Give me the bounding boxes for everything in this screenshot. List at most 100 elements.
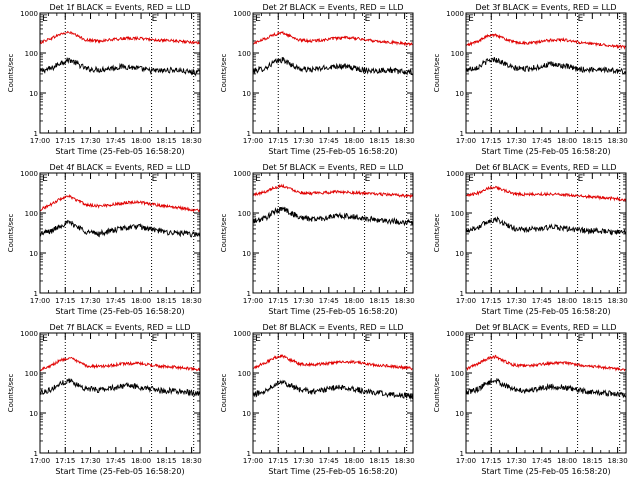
- panel-title: Det 9f BLACK = Events, RED = LLD: [475, 323, 616, 332]
- flag-marker-e: E: [42, 14, 48, 24]
- x-tick-label: 17:30: [506, 457, 526, 465]
- y-tick-label: 1: [34, 290, 38, 298]
- x-tick-label: 18:30: [607, 297, 627, 305]
- x-tick-label: 17:30: [293, 297, 313, 305]
- x-tick-label: 17:30: [293, 457, 313, 465]
- x-tick-label: 18:30: [394, 297, 414, 305]
- flag-marker-e: E: [578, 14, 584, 24]
- flag-marker-e: E: [152, 14, 158, 24]
- x-tick-label: 17:45: [319, 457, 339, 465]
- series-line-lld: [252, 354, 414, 371]
- flag-marker-e: E: [152, 334, 158, 344]
- x-tick-label: 18:15: [369, 457, 389, 465]
- y-tick-label: 1000: [446, 170, 464, 178]
- flag-marker-e: E: [255, 334, 261, 344]
- x-tick-label: 17:00: [243, 297, 263, 305]
- x-axis-label: Start Time (25-Feb-05 16:58:20): [55, 307, 184, 316]
- y-tick-label: 10: [242, 250, 251, 258]
- x-tick-label: 17:15: [481, 137, 501, 145]
- x-tick-label: 18:00: [344, 297, 364, 305]
- y-axis-label: Counts/sec: [7, 374, 15, 413]
- plot-frame: [465, 172, 627, 294]
- y-tick-label: 100: [25, 370, 38, 378]
- panel-det-8: Det 8f BLACK = Events, RED = LLD Counts/s…: [220, 323, 415, 476]
- y-tick-label: 1000: [20, 170, 38, 178]
- y-tick-label: 10: [242, 410, 251, 418]
- x-tick-label: 17:15: [268, 457, 288, 465]
- y-tick-label: 100: [238, 50, 251, 58]
- series-line-events: [465, 215, 627, 236]
- series-line-lld: [39, 30, 201, 45]
- panel-det-5: Det 5f BLACK = Events, RED = LLD Counts/s…: [220, 163, 415, 316]
- series-line-lld: [465, 33, 627, 50]
- x-tick-label: 17:30: [506, 297, 526, 305]
- panel-title: Det 8f BLACK = Events, RED = LLD: [262, 323, 403, 332]
- y-tick-label: 1: [247, 130, 251, 138]
- x-axis-label: Start Time (25-Feb-05 16:58:20): [481, 467, 610, 476]
- x-tick-label: 17:30: [80, 137, 100, 145]
- y-tick-label: 1000: [233, 10, 251, 18]
- x-tick-label: 17:15: [55, 297, 75, 305]
- plot-frame: [39, 332, 201, 454]
- panel-title: Det 2f BLACK = Events, RED = LLD: [262, 3, 403, 12]
- panel-title: Det 1f BLACK = Events, RED = LLD: [49, 3, 190, 12]
- y-axis-label: Counts/sec: [7, 54, 15, 93]
- y-axis-label: Counts/sec: [220, 374, 228, 413]
- x-tick-label: 18:30: [394, 137, 414, 145]
- y-tick-label: 10: [29, 250, 38, 258]
- x-tick-label: 18:30: [181, 457, 201, 465]
- y-tick-label: 1: [34, 450, 38, 458]
- y-tick-label: 100: [451, 50, 464, 58]
- x-tick-label: 18:15: [156, 137, 176, 145]
- x-tick-label: 17:45: [319, 137, 339, 145]
- flag-marker-e: E: [578, 334, 584, 344]
- y-axis-label: Counts/sec: [220, 214, 228, 253]
- flag-marker-e: E: [42, 334, 48, 344]
- x-tick-label: 17:00: [30, 297, 50, 305]
- y-tick-label: 100: [25, 210, 38, 218]
- y-tick-label: 1000: [20, 10, 38, 18]
- x-tick-label: 18:00: [557, 137, 577, 145]
- x-tick-label: 17:45: [319, 297, 339, 305]
- series-line-lld: [39, 193, 201, 213]
- x-tick-label: 18:00: [344, 457, 364, 465]
- x-tick-label: 18:15: [156, 297, 176, 305]
- x-tick-label: 18:15: [156, 457, 176, 465]
- x-tick-label: 17:00: [243, 137, 263, 145]
- series-line-events: [252, 206, 414, 227]
- series-line-lld: [252, 30, 414, 47]
- x-axis-label: Start Time (25-Feb-05 16:58:20): [268, 467, 397, 476]
- y-tick-label: 1000: [446, 10, 464, 18]
- x-tick-label: 17:45: [532, 457, 552, 465]
- y-tick-label: 1: [247, 290, 251, 298]
- y-tick-label: 100: [451, 370, 464, 378]
- x-axis-label: Start Time (25-Feb-05 16:58:20): [481, 307, 610, 316]
- plot-frame: [252, 332, 414, 454]
- x-tick-label: 18:30: [607, 137, 627, 145]
- y-tick-label: 1000: [446, 330, 464, 338]
- y-tick-label: 10: [455, 250, 464, 258]
- x-tick-label: 17:30: [80, 297, 100, 305]
- series-line-events: [252, 379, 414, 401]
- x-tick-label: 18:30: [181, 137, 201, 145]
- plot-frame: [465, 332, 627, 454]
- x-tick-label: 17:00: [243, 457, 263, 465]
- x-tick-label: 17:45: [106, 297, 126, 305]
- x-axis-label: Start Time (25-Feb-05 16:58:20): [55, 147, 184, 156]
- y-tick-label: 1000: [20, 330, 38, 338]
- x-tick-label: 18:15: [369, 137, 389, 145]
- y-tick-label: 10: [29, 90, 38, 98]
- x-tick-label: 17:30: [293, 137, 313, 145]
- panel-title: Det 4f BLACK = Events, RED = LLD: [49, 163, 190, 172]
- x-axis-label: Start Time (25-Feb-05 16:58:20): [55, 467, 184, 476]
- x-tick-label: 18:00: [131, 297, 151, 305]
- y-tick-label: 1: [460, 450, 464, 458]
- x-tick-label: 17:45: [532, 297, 552, 305]
- x-tick-label: 18:00: [557, 297, 577, 305]
- panel-det-9: Det 9f BLACK = Events, RED = LLD Counts/s…: [433, 323, 628, 476]
- y-tick-label: 1: [247, 450, 251, 458]
- plot-frame: [39, 12, 201, 134]
- flag-marker-e: E: [255, 14, 261, 24]
- flag-marker-e: E: [578, 174, 584, 184]
- x-tick-label: 18:00: [131, 137, 151, 145]
